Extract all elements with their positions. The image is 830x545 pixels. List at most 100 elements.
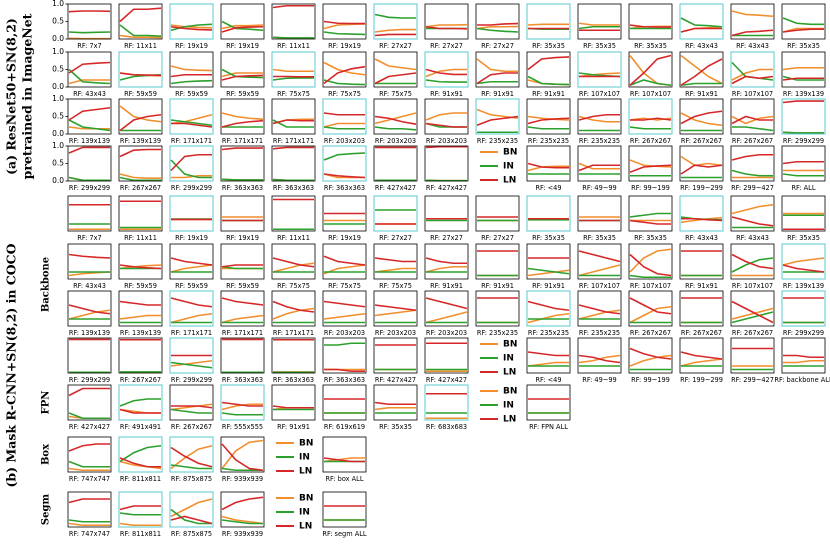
series-line [374,33,416,37]
panel-frame [373,98,418,135]
legend-label: IN [299,508,310,518]
panel-frame [424,51,469,88]
panel-frame [220,491,265,528]
panel-frame [628,145,673,182]
panel-frame [118,290,163,327]
panel-title: RF: 19x19 [226,42,259,50]
series-line [578,354,621,364]
series-line [68,253,111,259]
series-line [476,72,518,85]
panel-frame [577,51,622,88]
panel-frame [118,145,163,182]
series-line [68,309,111,320]
series-line [272,119,314,125]
series-line [119,300,161,306]
panel-frame [577,195,622,232]
panel-frame [373,243,418,280]
panel-frame [526,51,571,88]
panel-title: RF: 299x299 [783,137,824,145]
series-line [170,312,213,324]
panel-title: RF: 299~427 [731,376,774,384]
panel-title: RF: 267x267 [732,137,773,145]
panel-title: RF: 267x267 [630,329,671,337]
panel-frame [373,337,418,374]
panel-frame [526,3,571,40]
panel-title: RF: 99~199 [631,184,670,192]
y-tick-label: 1.0 [52,0,64,8]
panel-title: RF: 235x235 [477,329,518,337]
panel-title: RF: 299x299 [783,329,824,337]
series-line [782,257,825,266]
series-line [323,65,366,85]
panel-frame [526,337,571,374]
y-tick-label: 0.5 [52,159,64,168]
series-line [221,25,264,33]
panel-frame [628,51,673,88]
panel-frame [475,51,520,88]
panel-frame [424,3,469,40]
series-line [731,169,773,177]
panel-frame [373,3,418,40]
series-line [119,24,162,37]
series-line [578,113,620,121]
series-line [324,368,365,373]
panel-frame [169,195,214,232]
series-line [272,307,315,320]
series-line [476,27,519,33]
panel-title: RF: 7x7 [77,234,101,242]
series-line [272,146,314,150]
series-line [527,117,570,125]
panel-frame [424,290,469,327]
legend-label: LN [503,415,516,425]
panel-frame [475,290,520,327]
series-line [68,106,111,121]
series-line [374,257,416,263]
series-line [272,405,314,409]
panel-frame [322,384,367,421]
series-line [221,467,263,472]
panel-title: RF: 299x299 [69,184,110,192]
series-line [170,297,213,308]
legend-label: BN [299,494,313,504]
series-line [68,443,110,452]
y-tick-label: 0.0 [52,82,64,91]
panel-frame [220,98,265,135]
panel-frame [118,51,163,88]
panel-frame [169,491,214,528]
panel-title: RF: ALL [791,184,815,192]
series-line [119,173,161,179]
series-line [170,498,213,518]
series-line [374,72,417,85]
panel-frame [220,243,265,280]
panel-frame [730,290,775,327]
series-line [578,164,620,172]
panel-title: RF: 11x11 [124,42,157,50]
panel-frame [781,337,826,374]
panel-title: RF: 43x43 [73,90,106,98]
series-line [272,4,314,9]
panel-frame [577,337,622,374]
panel-title: RF: 427x427 [375,184,416,192]
panel-title: RF: 59x59 [175,90,208,98]
panel-frame [322,3,367,40]
series-line [119,264,162,270]
series-line [731,257,774,273]
series-line [323,23,366,30]
series-line [374,58,417,71]
series-line [629,24,671,28]
panel-title: RF: 27x27 [430,234,463,242]
panel-title: RF: 35x35 [583,42,616,50]
panel-frame [322,195,367,232]
panel-title: RF: 27x27 [430,42,463,50]
series-line [680,351,723,360]
series-line [425,122,467,128]
series-line [527,56,570,71]
panel-frame [169,337,214,374]
panel-title: RF: 107x107 [630,90,671,98]
series-line [782,66,824,71]
panel-title: RF: 299x299 [171,376,212,384]
panel-title: RF: 107x107 [579,282,620,290]
panel-frame [322,145,367,182]
series-line [119,522,161,527]
